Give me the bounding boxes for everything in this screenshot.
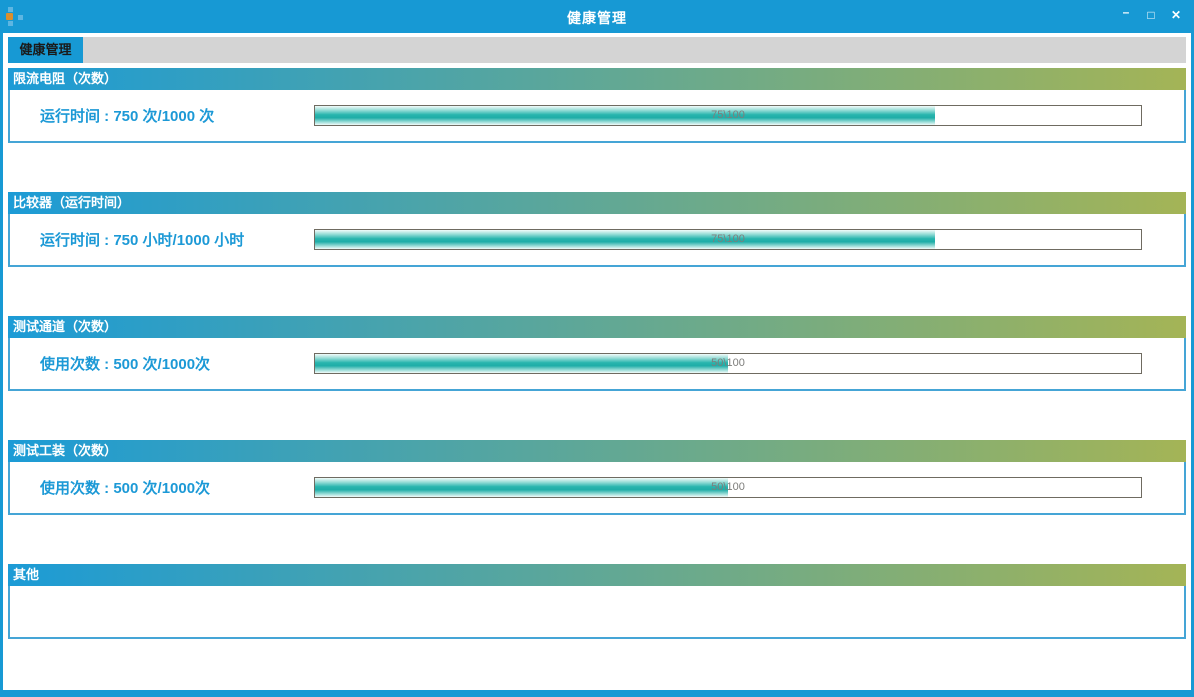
progress-bar: 75\100 — [314, 229, 1142, 250]
progress-bar: 75\100 — [314, 105, 1142, 126]
section-comparator: 比较器（运行时间） 运行时间 : 750 小时/1000 小时 75\100 — [8, 192, 1186, 267]
section-test-channel: 测试通道（次数） 使用次数 : 500 次/1000次 50\100 — [8, 316, 1186, 391]
progress-fill — [315, 478, 728, 497]
metric-label: 使用次数 : 500 次/1000次 — [40, 356, 211, 373]
tab-health-management[interactable]: 健康管理 — [8, 37, 83, 63]
window-controls: – □ ✕ — [1118, 6, 1184, 24]
tab-strip: 健康管理 — [8, 37, 1186, 63]
metric-label: 运行时间 : 750 小时/1000 小时 — [40, 232, 245, 249]
section-other: 其他 — [8, 564, 1186, 639]
progress-bar: 50\100 — [314, 477, 1142, 498]
app-hierarchy-icon — [5, 7, 25, 27]
panel-list: 限流电阻（次数） 运行时间 : 750 次/1000 次 75\100 比较器（… — [3, 68, 1191, 639]
tab-strip-background — [83, 37, 1186, 63]
progress-fill — [315, 354, 728, 373]
progress-fill — [315, 106, 935, 125]
section-current-limit-resistor: 限流电阻（次数） 运行时间 : 750 次/1000 次 75\100 — [8, 68, 1186, 143]
section-test-fixture: 测试工装（次数） 使用次数 : 500 次/1000次 50\100 — [8, 440, 1186, 515]
section-header: 限流电阻（次数） — [8, 68, 1186, 90]
maximize-icon[interactable]: □ — [1147, 8, 1155, 22]
progress-fill — [315, 230, 935, 249]
close-icon[interactable]: ✕ — [1170, 8, 1182, 22]
section-header: 比较器（运行时间） — [8, 192, 1186, 214]
metric-label: 使用次数 : 500 次/1000次 — [40, 480, 211, 497]
section-header: 其他 — [8, 564, 1186, 586]
progress-value: 50\100 — [711, 357, 745, 369]
progress-value: 75\100 — [711, 109, 745, 121]
metric-label: 运行时间 : 750 次/1000 次 — [40, 108, 215, 125]
window-title: 健康管理 — [567, 10, 627, 26]
progress-value: 50\100 — [711, 481, 745, 493]
minimize-icon[interactable]: – — [1122, 5, 1130, 19]
content-area: 健康管理 限流电阻（次数） 运行时间 : 750 次/1000 次 75\100… — [3, 33, 1191, 690]
title-bar: 健康管理 – □ ✕ — [0, 0, 1194, 33]
section-other-body — [8, 586, 1186, 639]
section-header: 测试工装（次数） — [8, 440, 1186, 462]
progress-bar: 50\100 — [314, 353, 1142, 374]
section-header: 测试通道（次数） — [8, 316, 1186, 338]
progress-value: 75\100 — [711, 233, 745, 245]
